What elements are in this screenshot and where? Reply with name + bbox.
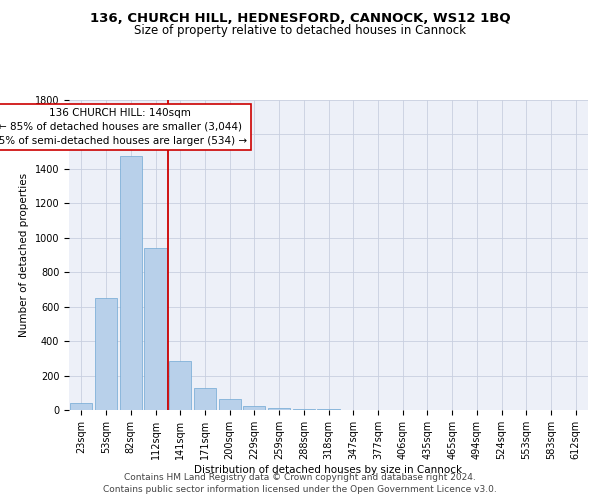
Y-axis label: Number of detached properties: Number of detached properties: [19, 173, 29, 337]
Bar: [119, 156, 142, 410]
Bar: [95, 298, 117, 410]
Bar: [293, 408, 315, 410]
X-axis label: Distribution of detached houses by size in Cannock: Distribution of detached houses by size …: [194, 464, 463, 474]
Text: 136, CHURCH HILL, HEDNESFORD, CANNOCK, WS12 1BQ: 136, CHURCH HILL, HEDNESFORD, CANNOCK, W…: [89, 12, 511, 26]
Bar: [194, 388, 216, 410]
Bar: [218, 399, 241, 410]
Bar: [145, 248, 167, 410]
Bar: [243, 406, 265, 410]
Text: Contains HM Land Registry data © Crown copyright and database right 2024.
Contai: Contains HM Land Registry data © Crown c…: [103, 472, 497, 494]
Text: 136 CHURCH HILL: 140sqm
← 85% of detached houses are smaller (3,044)
15% of semi: 136 CHURCH HILL: 140sqm ← 85% of detache…: [0, 108, 247, 146]
Bar: [169, 361, 191, 410]
Bar: [268, 408, 290, 410]
Bar: [70, 404, 92, 410]
Text: Size of property relative to detached houses in Cannock: Size of property relative to detached ho…: [134, 24, 466, 37]
